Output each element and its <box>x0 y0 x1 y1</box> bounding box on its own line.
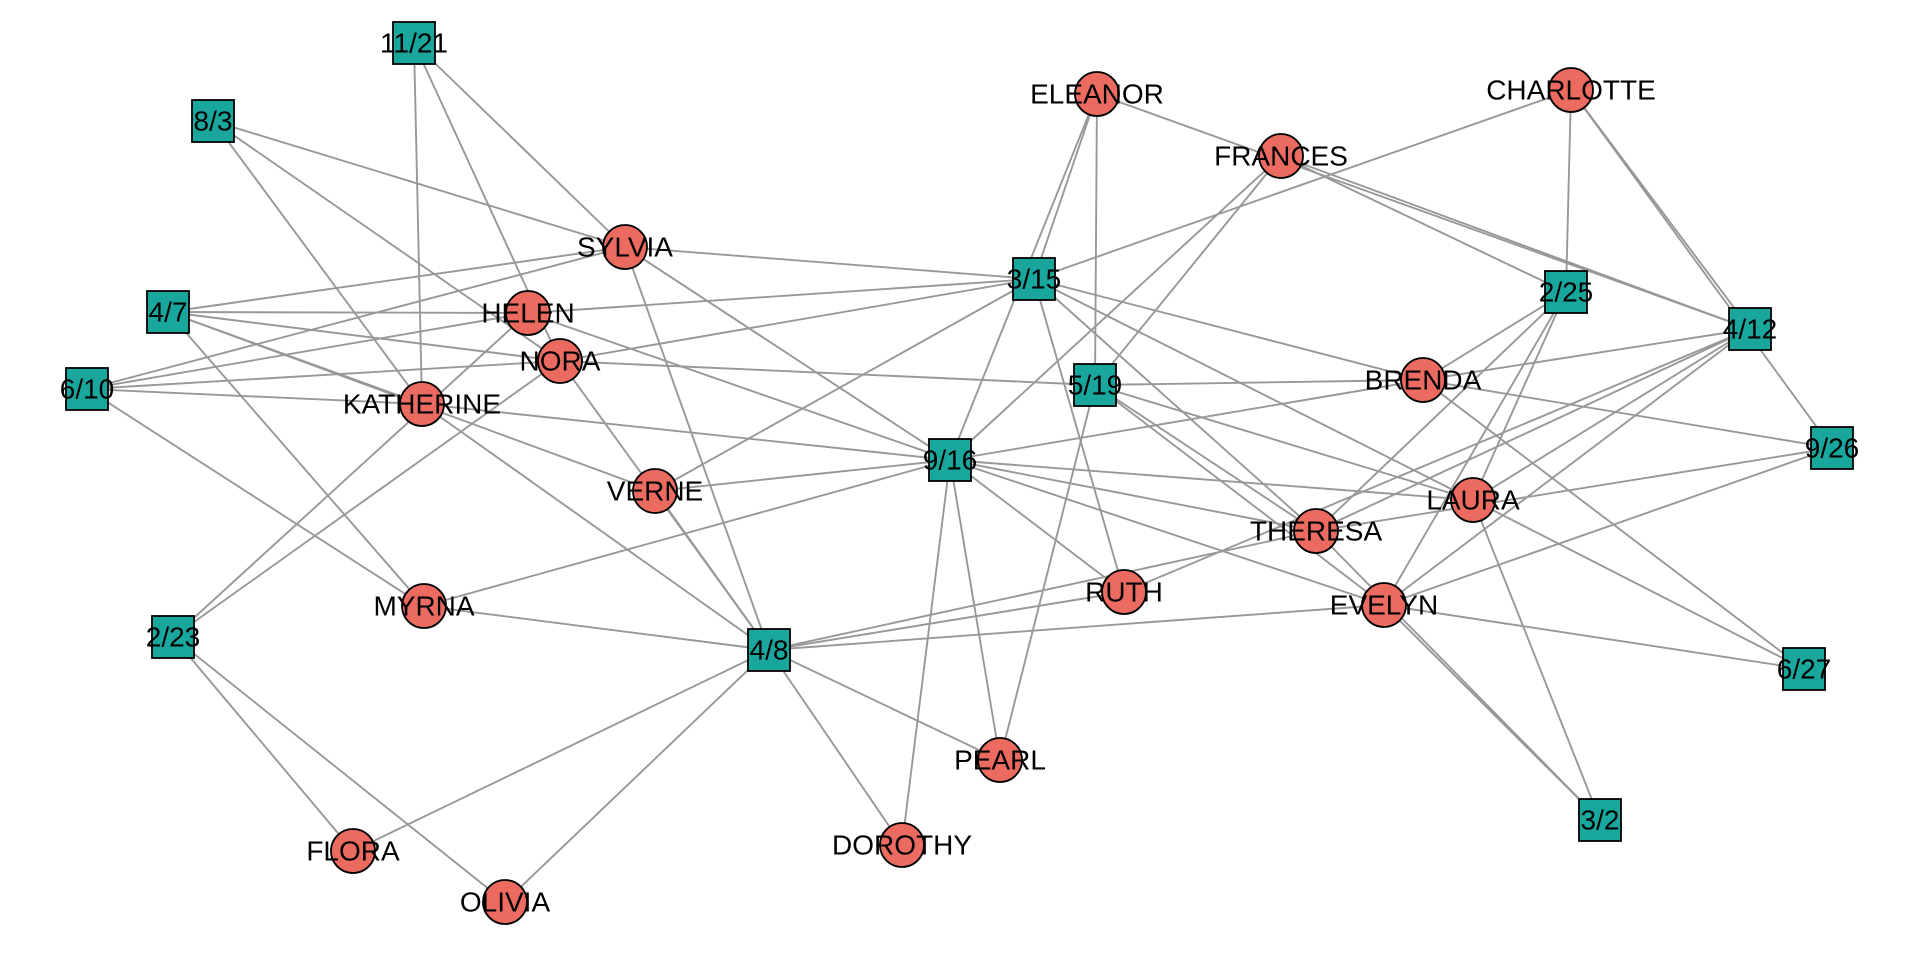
svg-text:VERNE: VERNE <box>607 476 703 507</box>
svg-text:MYRNA: MYRNA <box>373 591 474 622</box>
svg-text:3/2: 3/2 <box>1581 805 1620 836</box>
svg-text:HELEN: HELEN <box>481 298 574 329</box>
svg-text:ELEANOR: ELEANOR <box>1030 79 1164 110</box>
svg-text:4/8: 4/8 <box>750 635 789 666</box>
svg-text:4/12: 4/12 <box>1723 314 1778 345</box>
svg-text:EVELYN: EVELYN <box>1330 590 1438 621</box>
svg-text:FRANCES: FRANCES <box>1214 141 1348 172</box>
svg-text:SYLVIA: SYLVIA <box>577 232 673 263</box>
svg-text:2/25: 2/25 <box>1539 277 1594 308</box>
svg-text:9/16: 9/16 <box>923 445 978 476</box>
svg-text:2/23: 2/23 <box>146 622 201 653</box>
svg-text:BRENDA: BRENDA <box>1365 365 1482 396</box>
svg-text:PEARL: PEARL <box>954 745 1046 776</box>
svg-text:OLIVIA: OLIVIA <box>460 887 551 918</box>
svg-text:8/3: 8/3 <box>194 106 233 137</box>
svg-text:KATHERINE: KATHERINE <box>343 389 501 420</box>
svg-text:5/19: 5/19 <box>1068 370 1123 401</box>
svg-text:DOROTHY: DOROTHY <box>832 830 972 861</box>
svg-text:FLORA: FLORA <box>306 836 400 867</box>
svg-text:NORA: NORA <box>520 346 601 377</box>
svg-text:THERESA: THERESA <box>1250 516 1383 547</box>
svg-text:11/21: 11/21 <box>380 28 448 59</box>
svg-text:3/15: 3/15 <box>1007 264 1062 295</box>
svg-text:4/7: 4/7 <box>149 297 188 328</box>
svg-text:RUTH: RUTH <box>1085 577 1163 608</box>
svg-text:CHARLOTTE: CHARLOTTE <box>1486 75 1656 106</box>
svg-text:LAURA: LAURA <box>1426 485 1520 516</box>
svg-text:6/10: 6/10 <box>60 374 115 405</box>
svg-text:9/26: 9/26 <box>1805 433 1860 464</box>
svg-text:6/27: 6/27 <box>1777 654 1832 685</box>
